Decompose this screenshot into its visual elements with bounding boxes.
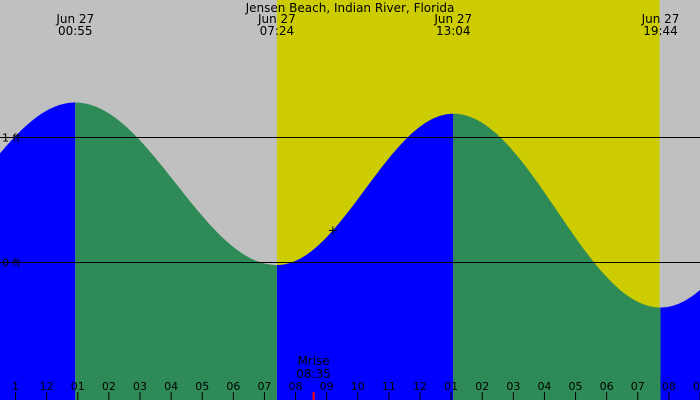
x-tick-label: 08 bbox=[662, 380, 676, 393]
tide-area-layer bbox=[0, 102, 700, 400]
x-tick-label: 09 bbox=[693, 380, 700, 393]
x-tick-label: 02 bbox=[102, 380, 116, 393]
moonrise-time: 08:35 bbox=[296, 367, 331, 381]
tide-event-date: Jun 27 bbox=[55, 12, 94, 26]
x-tick-label: 06 bbox=[600, 380, 614, 393]
x-tick-label: 08 bbox=[289, 380, 303, 393]
falling-tide-segment bbox=[453, 113, 661, 400]
tide-event-date: Jun 27 bbox=[641, 12, 680, 26]
x-tick-label: 05 bbox=[569, 380, 583, 393]
x-tick-label: 06 bbox=[226, 380, 240, 393]
x-tick-label: 07 bbox=[257, 380, 271, 393]
rising-tide-segment bbox=[276, 113, 454, 400]
x-tick-label: 12 bbox=[40, 380, 54, 393]
x-tick-label: 05 bbox=[195, 380, 209, 393]
tide-event-time: 13:04 bbox=[436, 24, 471, 38]
x-tick-label: 02 bbox=[475, 380, 489, 393]
falling-tide-segment bbox=[75, 102, 277, 400]
tide-event-time: 07:24 bbox=[260, 24, 295, 38]
x-tick-label: 09 bbox=[320, 380, 334, 393]
rising-tide-segment bbox=[660, 290, 700, 400]
x-tick-label: 11 bbox=[382, 380, 396, 393]
grid-layer bbox=[0, 137, 700, 400]
rising-tide-segment bbox=[0, 102, 76, 400]
x-tick-label: 03 bbox=[506, 380, 520, 393]
x-tick-label: 01 bbox=[71, 380, 85, 393]
x-tick-label: 01 bbox=[444, 380, 458, 393]
y-tick-label: 1 ft bbox=[2, 132, 21, 145]
tide-event-time: 19:44 bbox=[643, 24, 678, 38]
x-tick-label: 12 bbox=[413, 380, 427, 393]
tide-event-date: Jun 27 bbox=[257, 12, 296, 26]
label-layer: 1 ft 0 ft 1 12 01 02 03 04 05 06 07 08 09 10 11 12 01 02 0… bbox=[2, 12, 700, 393]
moonrise-label: Mrise bbox=[297, 354, 329, 368]
x-tick-label: 04 bbox=[537, 380, 551, 393]
x-tick-label: 03 bbox=[133, 380, 147, 393]
x-tick-label: 1 bbox=[12, 380, 19, 393]
x-tick-label: 07 bbox=[631, 380, 645, 393]
chart-title: Jensen Beach, Indian River, Florida bbox=[245, 1, 455, 15]
x-tick-label: 04 bbox=[164, 380, 178, 393]
y-tick-label: 0 ft bbox=[2, 257, 21, 270]
tide-event-time: 00:55 bbox=[58, 24, 93, 38]
x-tick-label: 10 bbox=[351, 380, 365, 393]
tide-event-date: Jun 27 bbox=[433, 12, 472, 26]
